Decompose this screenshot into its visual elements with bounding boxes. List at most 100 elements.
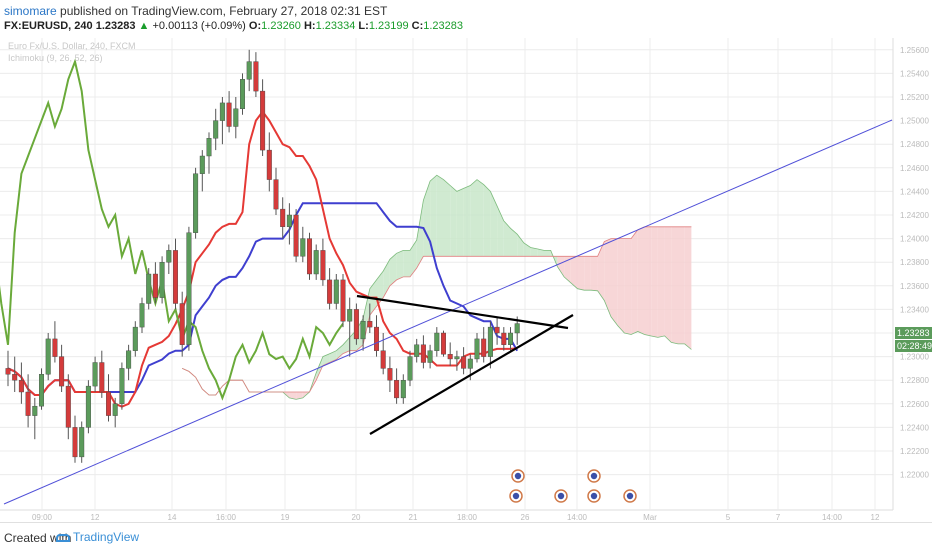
cloud-bull-segment [336,344,343,360]
candlesticks [5,49,520,463]
close-label: C: [411,20,424,32]
candle-up [139,303,145,328]
high-label: H: [303,20,316,32]
candle-down [307,238,313,275]
candle-up [186,232,192,345]
time-tick-label: 16:00 [216,513,237,522]
candle-down [72,427,78,458]
candle-down [253,61,259,92]
candle-up [32,405,38,416]
low-label: L: [358,20,369,32]
cloud-bear-segment [577,256,585,291]
long-trendline [3,119,893,505]
candle-down [172,250,178,304]
price-tick-label: 1.23800 [900,258,929,267]
candle-up [246,61,252,80]
publish-info: published on TradingView.com, February 2… [60,4,388,18]
price-tick-label: 1.22400 [900,423,929,432]
legend-symbol: Euro Fx/U.S. Dollar, 240, FXCM [8,41,136,51]
legend-ichimoku: Ichimoku (9, 26, 52, 26) [8,53,103,63]
candle-up [85,385,91,428]
time-tick-label: 21 [409,513,418,522]
cloud-bull-segment [410,240,417,277]
candle-up [206,138,212,157]
ohlc-line: FX:EURUSD, 240 1.23283 ▲ +0.00113 (+0.09… [4,20,463,32]
candle-down [99,362,105,393]
cloud-bear-segment [664,226,672,343]
candle-down [394,380,400,399]
symbol-label: FX:EURUSD, 240 [4,20,93,32]
candle-up [313,250,319,275]
candle-up [286,214,292,228]
cloud-bull-segment [329,350,337,363]
candle-down [105,391,111,416]
cloud-bull-segment [497,206,504,257]
up-arrow-icon: ▲ [138,20,150,32]
cloud-bull-segment [450,185,457,257]
candle-up [487,326,493,357]
candle-up [92,362,98,387]
candle-down [481,338,487,357]
candle-up [400,380,406,399]
candle-up [79,427,85,458]
candle-down [266,149,272,180]
candle-up [474,338,480,360]
cloud-bear-segment [631,229,638,335]
candle-down [179,303,185,345]
candle-up [427,350,433,363]
candle-up [508,332,514,346]
candle-up [414,344,420,357]
candle-down [380,350,386,369]
price-tick-label: 1.23400 [900,305,929,314]
current-price-label: 1.23283 [897,328,930,338]
time-tick-label: 18:00 [457,513,478,522]
price-tick-label: 1.25600 [900,46,929,55]
price-tick-label: 1.24600 [900,164,929,173]
cloud-bull-segment [544,250,551,257]
candle-down [52,338,58,357]
candle-down [280,208,286,228]
cloud-bull-segment [322,353,330,366]
cloud-bull-segment [537,248,544,257]
cloud-bull-segment [470,179,477,257]
price-tick-label: 1.25200 [900,93,929,102]
candle-down [447,354,453,360]
high-value: 1.23334 [315,20,356,32]
cloud-bull-segment [477,179,484,257]
price-axis[interactable]: 1.25600 1.25400 1.25200 1.25000 1.24800 1.246… [900,46,929,480]
cloud-bear-segment [289,392,297,400]
cloud-bull-segment [523,243,531,257]
cloud-bull-segment [436,175,444,257]
cloud-bull-segment [423,181,431,257]
time-tick-label: 12 [91,513,100,522]
candle-up [45,338,51,375]
footer: Created with TradingView [0,522,932,550]
price-tick-label: 1.22200 [900,447,929,456]
cloud-bear-segment [611,238,618,326]
price-tick-label: 1.24200 [900,211,929,220]
price-tick-label: 1.22000 [900,471,929,480]
cloud-bull-segment [343,337,350,354]
cloud-bear-segment [651,226,658,338]
current-price-tag: 1.23283 02:28:49 [895,327,932,352]
tradingview-cloud-icon [56,533,70,542]
author-link[interactable]: simomare [4,4,57,18]
price-chart[interactable]: 1.25600 1.25400 1.25200 1.25000 1.24800 1.246… [0,38,932,522]
event-flag-center [514,472,522,480]
cloud-bear-segment [590,256,598,291]
economic-events[interactable] [509,469,637,503]
last-price: 1.23283 [95,20,136,32]
candle-up [146,273,152,304]
candle-down [293,214,299,257]
tradingview-logo[interactable]: TradingView [56,530,139,544]
event-flag-center [590,492,598,500]
cloud-bull-segment [463,185,471,257]
candle-up [166,250,172,263]
candle-down [387,368,393,381]
time-axis[interactable]: 09:00 12 14 16:00 19 20 21 18:00 26 14:00 Mar 5 7 14:… [32,513,880,522]
candle-up [119,368,125,404]
time-tick-label: Mar [643,513,657,522]
candle-up [407,356,413,381]
cloud-bear-segment [644,226,652,336]
price-tick-label: 1.24400 [900,187,929,196]
